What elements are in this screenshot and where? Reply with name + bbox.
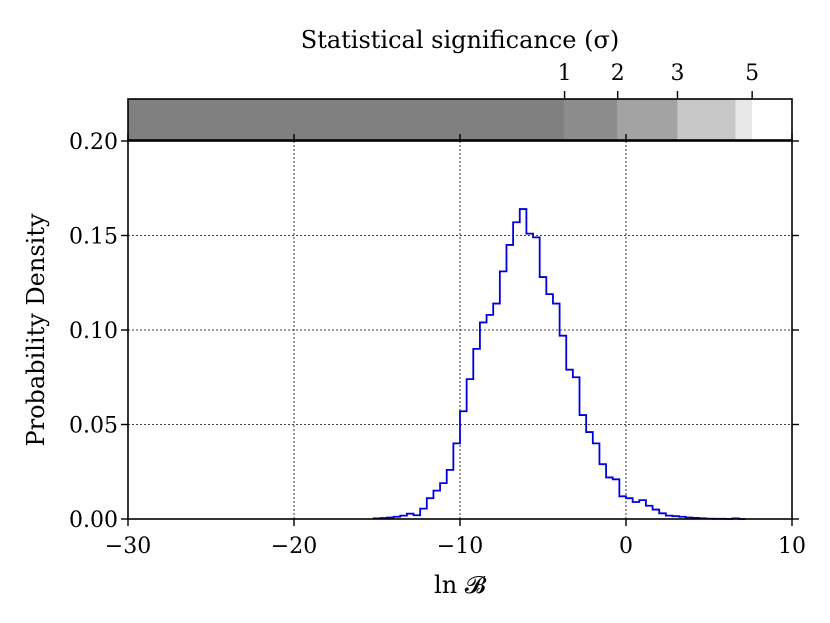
x-tick-label: 0	[619, 534, 633, 559]
x-tick-label: −10	[437, 534, 483, 559]
significance-tick-label: 1	[558, 61, 572, 86]
y-axis-title: Probability Density	[22, 213, 50, 447]
y-tick-label: 0.05	[69, 414, 118, 439]
y-tick-label: 0.10	[69, 319, 118, 344]
significance-tick-label: 3	[670, 61, 684, 86]
significance-band	[677, 99, 736, 140]
y-tick-label: 0.20	[69, 130, 118, 155]
significance-tick-label: 2	[611, 61, 625, 86]
y-tick-label: 0.00	[69, 508, 118, 533]
significance-band	[564, 99, 618, 140]
y-tick-label: 0.15	[69, 225, 118, 250]
significance-bar: 1 2 3 5 Statistical significance (σ)	[127, 26, 793, 141]
significance-title: Statistical significance (σ)	[301, 26, 620, 54]
x-tick-label: 10	[778, 534, 806, 559]
plot-area: −30 −20 −10 0 10 0.00 0.05 0.10 0.15 0.20 ln 𝓑 P…	[22, 130, 806, 599]
significance-band	[128, 99, 565, 140]
histogram-series	[372, 208, 746, 520]
x-axis-title: ln 𝓑	[434, 571, 487, 599]
significance-band	[752, 99, 792, 140]
x-tick-label: −20	[271, 534, 317, 559]
significance-band	[735, 99, 753, 140]
significance-tick-label: 5	[745, 61, 759, 86]
x-tick-label: −30	[105, 534, 151, 559]
significance-band	[617, 99, 678, 140]
